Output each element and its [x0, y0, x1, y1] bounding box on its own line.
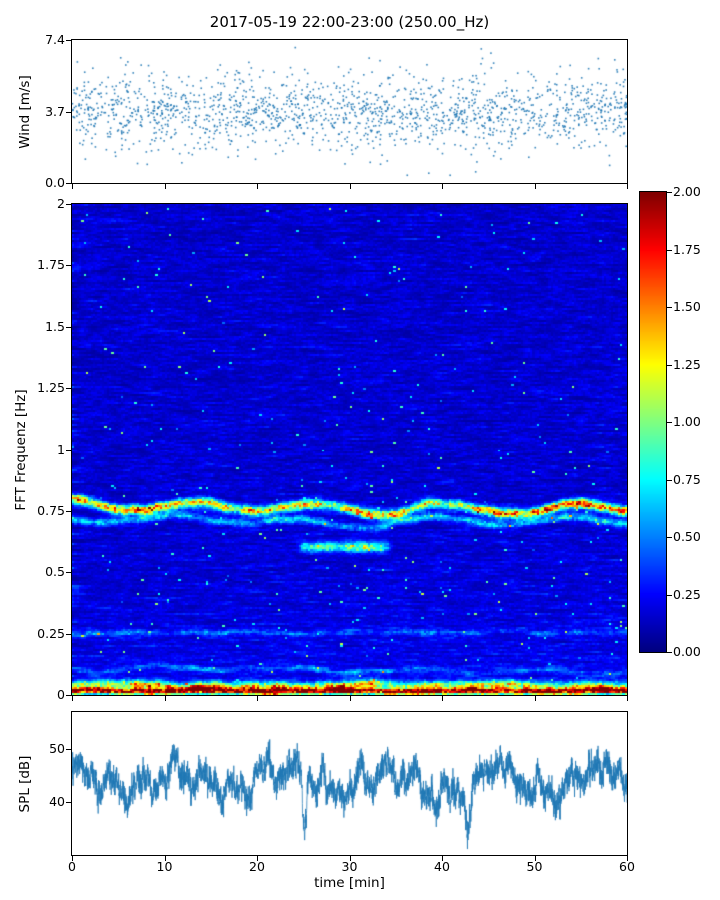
wind-ytick-mark	[66, 40, 71, 41]
colorbar-tick-mark	[667, 480, 672, 481]
colorbar-tick-label: 2.00	[673, 184, 701, 199]
spectrogram-plot	[71, 203, 628, 696]
wind-scatter-plot	[71, 39, 628, 184]
colorbar-tick-label: 0.50	[673, 529, 701, 544]
fft-ytick-mark	[66, 572, 71, 573]
colorbar-tick-mark	[667, 652, 672, 653]
xtick-mark	[165, 696, 166, 701]
xtick-mark	[72, 184, 73, 189]
colorbar-tick-mark	[667, 192, 672, 193]
spl-ytick-mark	[66, 802, 71, 803]
fft-ytick-label: 0.5	[45, 564, 65, 580]
colorbar-tick-mark	[667, 250, 672, 251]
fft-ytick-label: 2	[57, 196, 65, 211]
fft-ytick-label: 0.75	[37, 502, 65, 518]
wind-ytick-label: 3.7	[45, 103, 65, 119]
xtick-mark	[535, 696, 536, 701]
fft-ytick-mark	[66, 327, 71, 328]
colorbar-tick-label: 1.75	[673, 241, 701, 257]
time-xtick-label: 0	[68, 859, 76, 874]
xtick-mark	[257, 184, 258, 189]
spl-ytick-mark	[66, 749, 71, 750]
time-xtick-label: 30	[341, 859, 358, 874]
fft-ytick-mark	[66, 388, 71, 389]
xtick-mark	[350, 696, 351, 701]
colorbar-tick-mark	[667, 307, 672, 308]
xtick-mark	[442, 856, 443, 861]
xtick-mark	[72, 696, 73, 701]
xtick-mark	[72, 856, 73, 861]
wind-ytick-label: 7.4	[45, 32, 65, 47]
fft-ytick-mark	[66, 450, 71, 451]
xtick-mark	[165, 184, 166, 189]
wind-ytick-mark	[66, 183, 71, 184]
colorbar-tick-mark	[667, 365, 672, 366]
time-xtick-label: 10	[156, 859, 173, 874]
time-xtick-label: 60	[619, 859, 635, 874]
fft-ytick-mark	[66, 634, 71, 635]
colorbar-tick-label: 1.00	[673, 414, 701, 429]
time-xtick-label: 20	[249, 859, 265, 874]
fft-ytick-mark	[66, 695, 71, 696]
spl-line-plot	[71, 711, 628, 856]
plot-title: 2017-05-19 22:00-23:00 (250.00_Hz)	[209, 13, 490, 31]
colorbar-tick-label: 0.25	[673, 586, 701, 602]
fft-ylabel: FFT Frequenz [Hz]	[13, 389, 29, 511]
wind-ylabel: Wind [m/s]	[17, 75, 33, 149]
xtick-mark	[442, 184, 443, 189]
xtick-mark	[627, 856, 628, 861]
spl-ylabel: SPL [dB]	[17, 755, 33, 813]
wind-ytick-label: 0.0	[45, 175, 65, 190]
colorbar-tick-mark	[667, 537, 672, 538]
colorbar-tick-mark	[667, 422, 672, 423]
colorbar-tick-label: 1.25	[673, 356, 701, 372]
time-xtick-label: 40	[434, 859, 450, 874]
xtick-mark	[535, 184, 536, 189]
xtick-mark	[627, 696, 628, 701]
time-xlabel: time [min]	[314, 875, 385, 891]
fft-ytick-label: 1	[57, 441, 65, 457]
fft-ytick-label: 0.25	[37, 625, 65, 641]
time-xtick-label: 50	[526, 859, 543, 874]
fft-ytick-mark	[66, 265, 71, 266]
xtick-mark	[350, 184, 351, 189]
colorbar-tick-label: 0.00	[673, 644, 701, 659]
fft-ytick-label: 1.75	[37, 257, 65, 273]
colorbar	[639, 191, 667, 653]
xtick-mark	[165, 856, 166, 861]
fft-ytick-label: 0	[57, 687, 65, 702]
xtick-mark	[627, 184, 628, 189]
xtick-mark	[442, 696, 443, 701]
fft-ytick-mark	[66, 511, 71, 512]
xtick-mark	[350, 856, 351, 861]
fft-ytick-label: 1.5	[45, 318, 65, 334]
xtick-mark	[257, 856, 258, 861]
colorbar-tick-mark	[667, 595, 672, 596]
fft-ytick-mark	[66, 204, 71, 205]
spl-ytick-label: 50	[49, 741, 65, 757]
wind-ytick-mark	[66, 112, 71, 113]
spl-ytick-label: 40	[49, 794, 65, 810]
colorbar-tick-label: 0.75	[673, 471, 701, 487]
colorbar-tick-label: 1.50	[673, 299, 701, 314]
xtick-mark	[535, 856, 536, 861]
xtick-mark	[257, 696, 258, 701]
fft-ytick-label: 1.25	[37, 380, 65, 396]
